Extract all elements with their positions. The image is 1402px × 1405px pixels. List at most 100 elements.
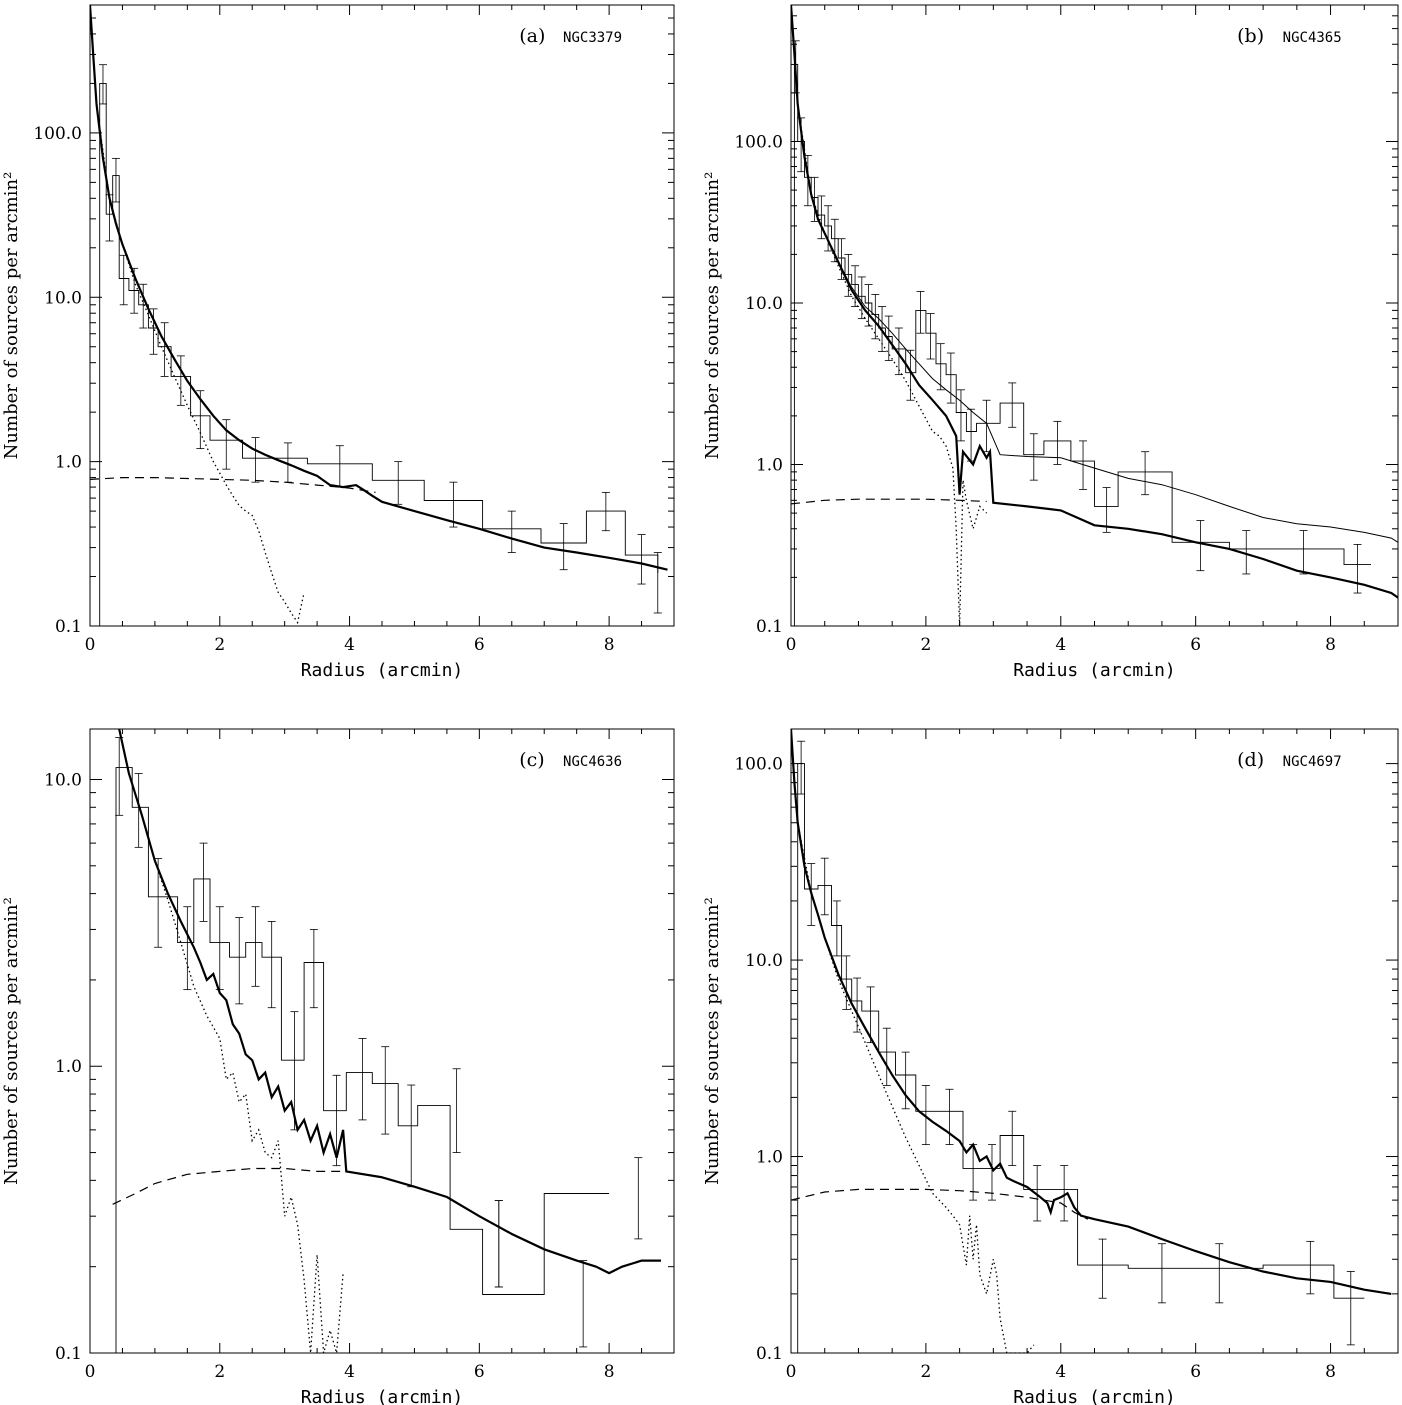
- error-bar: [251, 906, 260, 987]
- error-bar: [1353, 544, 1362, 594]
- y-tick-label: 0.1: [55, 1344, 82, 1364]
- error-bar: [1079, 440, 1088, 490]
- dotted-model-curve: [95, 103, 305, 625]
- y-tick-label: 100.0: [734, 132, 783, 152]
- x-axis-label: Radius (arcmin): [1013, 1387, 1176, 1405]
- error-bar: [882, 1027, 891, 1086]
- error-bar: [579, 1260, 588, 1348]
- dashed-model-curve: [791, 1188, 1089, 1220]
- error-bar: [183, 906, 192, 991]
- error-bar: [222, 419, 231, 470]
- error-bar: [1102, 487, 1111, 533]
- error-bar: [1346, 1271, 1355, 1346]
- y-tick-label: 1.0: [756, 1148, 783, 1168]
- plot-area: [112, 729, 661, 1353]
- y-tick-label: 10.0: [44, 770, 82, 790]
- error-bar: [119, 254, 128, 306]
- x-tick-label: 4: [1055, 635, 1066, 655]
- error-bar: [936, 343, 945, 391]
- dashed-model-curve: [791, 498, 987, 505]
- error-bar: [864, 284, 873, 327]
- dotted-model-curve: [118, 729, 344, 1353]
- error-bar: [810, 176, 819, 222]
- error-bar: [1008, 1110, 1017, 1166]
- dotted-model-curve: [797, 104, 988, 626]
- y-tick-label: 1.0: [756, 455, 783, 475]
- y-tick-label: 100.0: [734, 755, 783, 775]
- thick-model-curve: [791, 5, 1398, 599]
- error-bar: [381, 1046, 390, 1135]
- error-bar: [857, 276, 866, 320]
- error-bar: [1033, 1165, 1042, 1222]
- thick-model-curve: [118, 729, 661, 1275]
- error-bar: [945, 1088, 954, 1146]
- error-bar: [1242, 530, 1251, 575]
- thick-model-curve: [90, 5, 668, 571]
- x-tick-label: 2: [214, 1362, 225, 1382]
- error-bar: [176, 355, 185, 406]
- error-bar: [824, 205, 833, 252]
- panel-a: Number of sources per arcmin² Radius (ar…: [1, 4, 675, 681]
- error-bar: [601, 491, 610, 532]
- dashed-model-curve: [112, 1167, 347, 1205]
- y-axis-label: Number of sources per arcmin²: [1, 172, 22, 460]
- error-bar: [1299, 530, 1308, 575]
- error-bar: [139, 283, 148, 329]
- error-bar: [215, 906, 224, 991]
- error-bar: [982, 399, 991, 453]
- error-bar: [199, 842, 208, 922]
- error-bar: [926, 313, 935, 360]
- x-tick-label: 4: [344, 1362, 355, 1382]
- error-bar: [134, 773, 143, 848]
- error-bar: [837, 238, 846, 280]
- panel-b: Number of sources per arcmin² Radius (ar…: [702, 4, 1399, 681]
- error-bar: [901, 1051, 910, 1110]
- error-bar: [1098, 1238, 1107, 1299]
- x-tick-label: 0: [786, 1362, 797, 1382]
- histogram-bins: [793, 63, 1371, 626]
- error-bar: [832, 900, 841, 957]
- histogram-bins: [797, 763, 1365, 1353]
- plot-area: [90, 5, 668, 626]
- error-bar: [817, 195, 826, 240]
- panel-title: NGC4697: [1283, 754, 1342, 770]
- plot-frame: [89, 728, 675, 1354]
- error-bar: [1141, 451, 1150, 496]
- error-bar: [98, 64, 107, 105]
- error-bar: [154, 858, 163, 948]
- error-bar: [332, 1074, 341, 1167]
- error-bar: [916, 290, 925, 334]
- panel-c: Number of sources per arcmin² Radius (ar…: [1, 728, 675, 1405]
- x-tick-label: 6: [474, 1362, 485, 1382]
- x-axis-label: Radius (arcmin): [301, 660, 464, 681]
- y-tick-label: 0.1: [55, 617, 82, 637]
- error-bar: [967, 408, 976, 462]
- x-tick-label: 4: [344, 635, 355, 655]
- y-axis-label: Number of sources per arcmin²: [702, 172, 723, 460]
- y-tick-label: 10.0: [745, 951, 783, 971]
- error-bar: [235, 917, 244, 1005]
- y-axis-label: Number of sources per arcmin²: [702, 897, 723, 1185]
- error-bar: [160, 322, 169, 377]
- plot-area: [791, 729, 1392, 1353]
- y-tick-label: 1.0: [55, 1057, 82, 1077]
- x-tick-label: 0: [85, 635, 96, 655]
- error-bar: [844, 253, 853, 297]
- error-bar: [871, 294, 880, 340]
- x-tick-label: 8: [604, 635, 615, 655]
- error-bar: [267, 920, 276, 1009]
- x-tick-label: 2: [920, 1362, 931, 1382]
- x-axis-label: Radius (arcmin): [1013, 660, 1176, 681]
- error-bar: [111, 157, 120, 203]
- error-bar: [1008, 382, 1017, 428]
- error-bar: [452, 1068, 461, 1153]
- error-bar: [1060, 1165, 1069, 1222]
- panel-label: (c): [519, 749, 544, 771]
- panel-title: NGC3379: [563, 30, 622, 46]
- error-bar: [637, 534, 646, 585]
- plot-area: [791, 5, 1398, 626]
- error-bar: [1157, 1243, 1166, 1304]
- x-tick-label: 0: [786, 635, 797, 655]
- panel-label: (a): [519, 25, 545, 47]
